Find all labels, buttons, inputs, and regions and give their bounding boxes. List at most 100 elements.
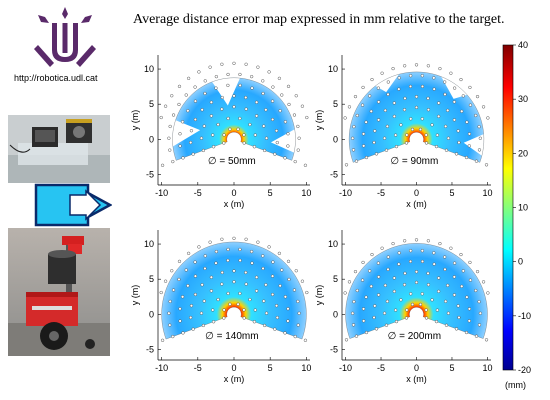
sample-point (283, 295, 288, 299)
sample-point (214, 74, 219, 79)
sample-point (484, 338, 489, 342)
sample-point (294, 269, 298, 273)
sample-point (293, 334, 297, 339)
sample-point (214, 261, 218, 265)
sample-point (408, 259, 413, 264)
diameter-label: ∅ = 90mm (390, 156, 438, 167)
sample-point (244, 270, 248, 275)
y-tick-label: -5 (330, 169, 338, 179)
sample-point (236, 302, 240, 306)
sample-point (220, 237, 224, 241)
sample-point (296, 299, 300, 304)
sample-point (261, 266, 265, 271)
sample-point (468, 278, 473, 282)
colorbar-tick-label: 0 (518, 257, 523, 267)
sample-point (432, 87, 436, 91)
sample-point (242, 308, 246, 312)
sample-point (467, 132, 472, 136)
sample-point (267, 70, 271, 74)
x-tick-label: -5 (377, 188, 385, 198)
sample-point (475, 269, 480, 274)
sample-point (426, 239, 431, 243)
sample-point (203, 254, 207, 258)
sample-point (238, 258, 242, 263)
sample-point (344, 338, 349, 342)
sample-point (222, 308, 226, 312)
sample-point (226, 291, 230, 296)
sample-point (399, 123, 403, 127)
sample-point (477, 300, 481, 304)
sample-point (286, 259, 291, 264)
sample-point (426, 271, 430, 275)
sample-point (232, 94, 236, 98)
sample-point (347, 280, 352, 284)
sample-point (420, 259, 425, 264)
sample-point (167, 136, 171, 140)
sample-point (283, 331, 287, 335)
sample-point (461, 269, 465, 273)
colorbar-tick-label: 40 (518, 40, 528, 50)
sample-point (209, 275, 214, 279)
y-tick-label: 5 (149, 274, 154, 284)
y-axis-label: y (m) (130, 285, 140, 306)
sample-point (435, 133, 440, 137)
sample-point (438, 66, 442, 71)
sample-point (296, 148, 300, 152)
x-tick-label: 0 (231, 188, 236, 198)
sample-point (232, 61, 236, 65)
sample-point (477, 323, 482, 327)
y-tick-label: 0 (333, 134, 338, 144)
sample-point (203, 91, 207, 96)
sample-point (392, 276, 396, 280)
y-tick-label: 10 (144, 239, 154, 249)
sample-point (273, 152, 277, 156)
sample-point (382, 311, 387, 315)
sample-point (178, 319, 182, 323)
sample-point (360, 278, 365, 282)
sample-point (454, 152, 459, 156)
sample-point (420, 292, 424, 296)
sample-point (452, 100, 456, 104)
sample-point (409, 74, 413, 78)
sample-point (232, 280, 236, 284)
sample-point (209, 289, 214, 293)
sample-point (397, 76, 401, 80)
sample-point (275, 140, 279, 145)
sample-point (232, 269, 236, 273)
sample-points (159, 236, 309, 342)
sample-point (267, 245, 271, 249)
sample-point (474, 113, 478, 118)
sample-point (242, 316, 246, 320)
sample-point (370, 252, 374, 257)
sample-point (424, 308, 428, 312)
y-tick-label: 0 (149, 309, 154, 319)
sample-point (446, 311, 451, 315)
sample-point (351, 311, 355, 315)
sample-point (372, 315, 376, 320)
sample-point (409, 117, 413, 121)
sample-point (177, 84, 182, 89)
sample-point (270, 117, 275, 122)
sample-point (300, 279, 305, 283)
sample-point (486, 291, 490, 295)
sample-point (392, 289, 396, 294)
sample-point (456, 304, 460, 308)
sample-point (420, 117, 424, 121)
sample-point (222, 133, 226, 137)
sample-point (377, 100, 381, 104)
sample-point (262, 323, 267, 328)
sample-point (226, 258, 230, 263)
sample-point (481, 280, 486, 284)
y-tick-label: 5 (149, 99, 154, 109)
sample-point (271, 85, 275, 89)
sample-point (352, 300, 356, 304)
sample-point (191, 152, 195, 156)
sample-point (211, 133, 215, 137)
sample-point (392, 101, 396, 105)
sample-point (220, 62, 224, 66)
sample-point (160, 338, 165, 342)
x-tick-label: 5 (268, 188, 273, 198)
sample-point (410, 127, 415, 132)
x-tick-label: 10 (482, 363, 492, 373)
